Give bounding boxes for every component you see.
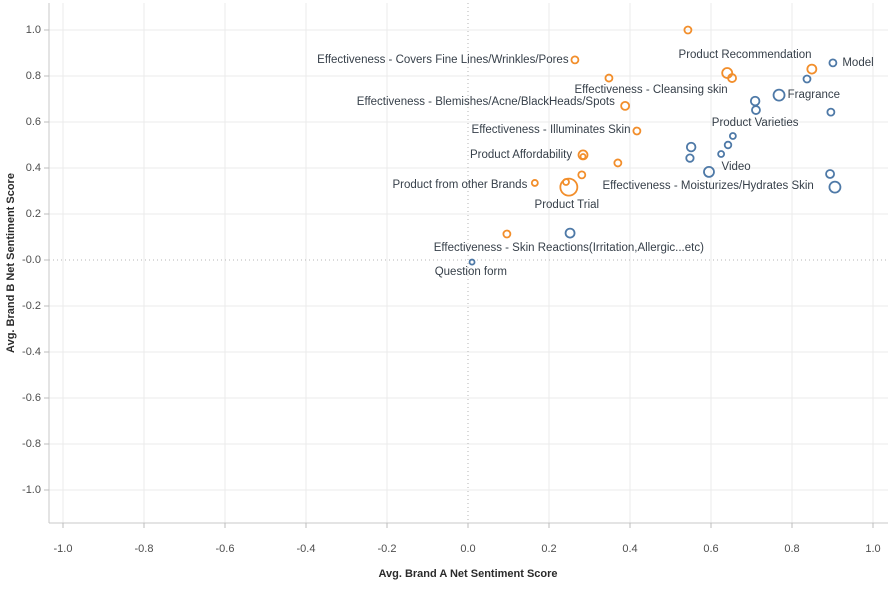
scatter-point-orange-markers[interactable] — [721, 67, 734, 79]
scatter-point-blue-markers[interactable] — [685, 141, 697, 153]
point-label: Product Recommendation — [679, 49, 812, 61]
x-tick-label: -1.0 — [54, 543, 73, 555]
x-tick-label: -0.2 — [378, 543, 397, 555]
point-label: Effectiveness - Skin Reactions(Irritatio… — [434, 242, 704, 254]
scatter-point-orange-markers[interactable] — [502, 229, 512, 239]
scatter-point-orange-markers[interactable] — [613, 158, 623, 168]
point-label: Model — [842, 57, 873, 69]
x-tick-label: -0.4 — [297, 543, 316, 555]
scatter-point-orange-markers[interactable] — [727, 73, 737, 83]
scatter-point-orange-markers[interactable] — [570, 55, 580, 65]
point-label: Fragrance — [788, 89, 840, 101]
point-label: Question form — [435, 266, 507, 278]
scatter-point-blue-markers[interactable] — [723, 140, 733, 150]
point-label: Product Trial — [535, 199, 600, 211]
point-label: Effectiveness - Illuminates Skin — [472, 124, 631, 136]
y-tick-label: -0.6 — [22, 392, 41, 404]
point-label: Effectiveness - Covers Fine Lines/Wrinkl… — [317, 54, 569, 66]
scatter-point-orange-markers[interactable] — [683, 25, 693, 35]
scatter-point-orange-markers[interactable] — [559, 177, 579, 197]
y-tick-label: 0.2 — [26, 208, 41, 220]
y-tick-label: 0.8 — [26, 70, 41, 82]
x-tick-label: 0.6 — [703, 543, 718, 555]
scatter-point-blue-markers[interactable] — [717, 150, 726, 158]
scatter-point-blue-markers[interactable] — [825, 169, 835, 179]
x-tick-label: -0.8 — [135, 543, 154, 555]
x-axis-title: Avg. Brand A Net Sentiment Score — [378, 568, 557, 580]
scatter-point-blue-markers[interactable] — [749, 95, 761, 107]
y-tick-label: -0.2 — [22, 300, 41, 312]
point-label: Effectiveness - Cleansing skin — [574, 84, 727, 96]
y-tick-label: 0.4 — [26, 162, 41, 174]
scatter-point-orange-markers[interactable] — [620, 101, 631, 111]
y-axis-title: Avg. Brand B Net Sentiment Score — [5, 173, 17, 353]
scatter-point-orange-markers[interactable] — [604, 73, 614, 83]
y-tick-label: -0.4 — [22, 346, 41, 358]
x-tick-label: 0.0 — [460, 543, 475, 555]
scatter-point-blue-markers[interactable] — [703, 166, 715, 178]
y-tick-label: -0.8 — [22, 438, 41, 450]
scatter-point-blue-markers[interactable] — [772, 88, 786, 102]
point-label: Product Affordability — [470, 149, 572, 161]
scatter-point-orange-markers[interactable] — [806, 63, 818, 75]
scatter-point-blue-markers[interactable] — [828, 180, 842, 194]
point-label: Product Varieties — [712, 117, 799, 129]
scatter-point-orange-markers[interactable] — [579, 153, 587, 160]
point-label: Product from other Brands — [392, 179, 527, 191]
y-tick-label: 1.0 — [26, 24, 41, 36]
scatter-point-blue-markers[interactable] — [828, 58, 838, 68]
scatter-point-orange-markers[interactable] — [577, 170, 587, 180]
point-label: Effectiveness - Moisturizes/Hydrates Ski… — [602, 180, 813, 192]
y-tick-label: 0.6 — [26, 116, 41, 128]
x-tick-label: 1.0 — [865, 543, 880, 555]
point-label: Effectiveness - Blemishes/Acne/BlackHead… — [357, 96, 615, 108]
y-tick-label: -1.0 — [22, 484, 41, 496]
scatter-point-blue-markers[interactable] — [685, 153, 695, 163]
x-tick-label: -0.6 — [216, 543, 235, 555]
x-tick-label: 0.2 — [541, 543, 556, 555]
x-tick-label: 0.8 — [784, 543, 799, 555]
scatter-point-orange-markers[interactable] — [530, 179, 539, 187]
point-label: Video — [722, 161, 751, 173]
scatter-point-blue-markers[interactable] — [564, 227, 576, 239]
scatter-point-blue-markers[interactable] — [468, 258, 476, 266]
scatter-point-blue-markers[interactable] — [728, 132, 737, 140]
scatter-point-blue-markers[interactable] — [802, 74, 812, 84]
y-tick-label: -0.0 — [22, 254, 41, 266]
scatter-point-blue-markers[interactable] — [751, 105, 761, 115]
scatter-point-orange-markers[interactable] — [632, 126, 642, 136]
scatter-point-blue-markers[interactable] — [826, 107, 836, 117]
x-tick-label: 0.4 — [622, 543, 637, 555]
